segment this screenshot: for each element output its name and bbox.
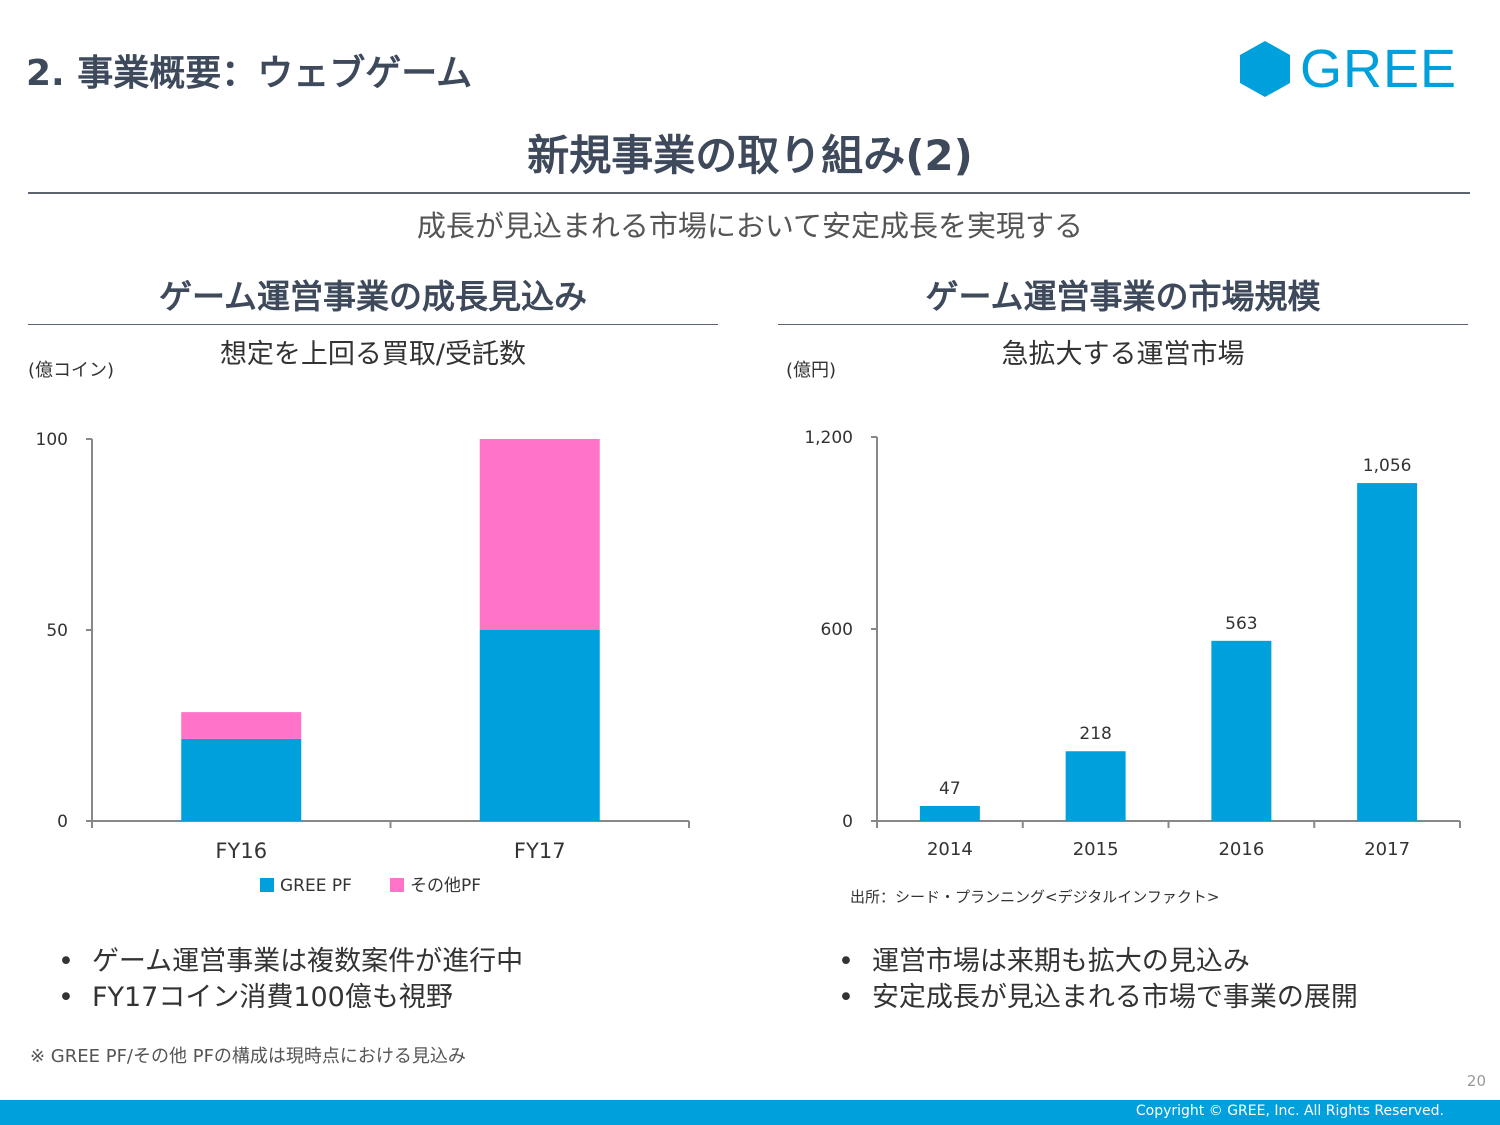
right-heading: ゲーム運営事業の市場規模: [925, 277, 1321, 316]
footer-bar: [0, 1100, 1500, 1125]
bar-segment: [479, 439, 600, 630]
x-tick-label: 2017: [1364, 839, 1410, 860]
x-tick-label: 2015: [1073, 839, 1119, 860]
y-tick-label: 0: [57, 812, 68, 832]
page-number: 20: [1466, 1072, 1486, 1090]
right-bar-chart: 0 600 1,200 47 2014 218 2015 563 2016 1,056 2017: [804, 428, 1461, 860]
x-tick-label: 2016: [1218, 839, 1264, 860]
data-label: 47: [939, 779, 961, 799]
bar-segment: [181, 712, 302, 739]
y-tick-label: 1,200: [804, 428, 853, 448]
left-heading: ゲーム運営事業の成長見込み: [158, 277, 587, 316]
bar-segment: [479, 630, 600, 821]
x-tick-label: FY17: [514, 839, 566, 863]
data-label: 563: [1225, 614, 1257, 634]
left-stacked-bar-chart: 0 50 100 FY16 FY17 GREE PF その他PF: [36, 430, 690, 896]
legend-label: GREE PF: [280, 876, 352, 896]
divider: [28, 324, 718, 325]
section-title: 2. 事業概要：ウェブゲーム: [26, 53, 473, 94]
bar: [1357, 483, 1418, 821]
x-tick-label: FY16: [215, 839, 267, 863]
page-title: 新規事業の取り組み(2): [527, 131, 973, 180]
data-label: 218: [1079, 724, 1111, 744]
divider: [778, 324, 1468, 325]
right-unit-label: (億円): [786, 360, 837, 381]
bar: [919, 805, 980, 821]
left-unit-label: (億コイン): [28, 360, 115, 381]
x-tick-label: 2014: [927, 839, 973, 860]
legend-swatch: [390, 878, 404, 892]
footnote: ※ GREE PF/その他 PFの構成は現時点における見込み: [30, 1046, 466, 1067]
bullet-item: ゲーム運営事業は複数案件が進行中: [58, 944, 523, 980]
data-label: 1,056: [1363, 456, 1412, 476]
y-tick-label: 600: [821, 620, 853, 640]
copyright: Copyright © GREE, Inc. All Rights Reserv…: [1135, 1103, 1444, 1119]
divider: [28, 192, 1470, 194]
logo-text: GREE: [1300, 39, 1458, 99]
hexagon-logo-icon: [1240, 41, 1290, 97]
y-tick-label: 50: [46, 621, 68, 641]
left-caption: 想定を上回る買取/受託数: [219, 339, 527, 370]
legend-label: その他PF: [410, 876, 481, 896]
right-caption: 急拡大する運営市場: [1001, 339, 1245, 370]
page-subtitle: 成長が見込まれる市場において安定成長を実現する: [416, 209, 1084, 243]
source-note: 出所：シード・プランニング<デジタルインファクト>: [850, 888, 1220, 906]
bullet-item: 運営市場は来期も拡大の見込み: [838, 944, 1358, 980]
y-tick-label: 100: [36, 430, 68, 450]
left-bullets: ゲーム運営事業は複数案件が進行中 FY17コイン消費100億も視野: [58, 944, 523, 1016]
y-tick-label: 0: [842, 812, 853, 832]
bar: [1211, 640, 1272, 821]
legend-swatch: [260, 878, 274, 892]
bar-segment: [181, 738, 302, 821]
bar: [1065, 751, 1126, 821]
bullet-item: 安定成長が見込まれる市場で事業の展開: [838, 980, 1358, 1016]
gree-logo: GREE: [1240, 38, 1457, 100]
right-bullets: 運営市場は来期も拡大の見込み 安定成長が見込まれる市場で事業の展開: [838, 944, 1358, 1016]
bullet-item: FY17コイン消費100億も視野: [58, 980, 523, 1016]
